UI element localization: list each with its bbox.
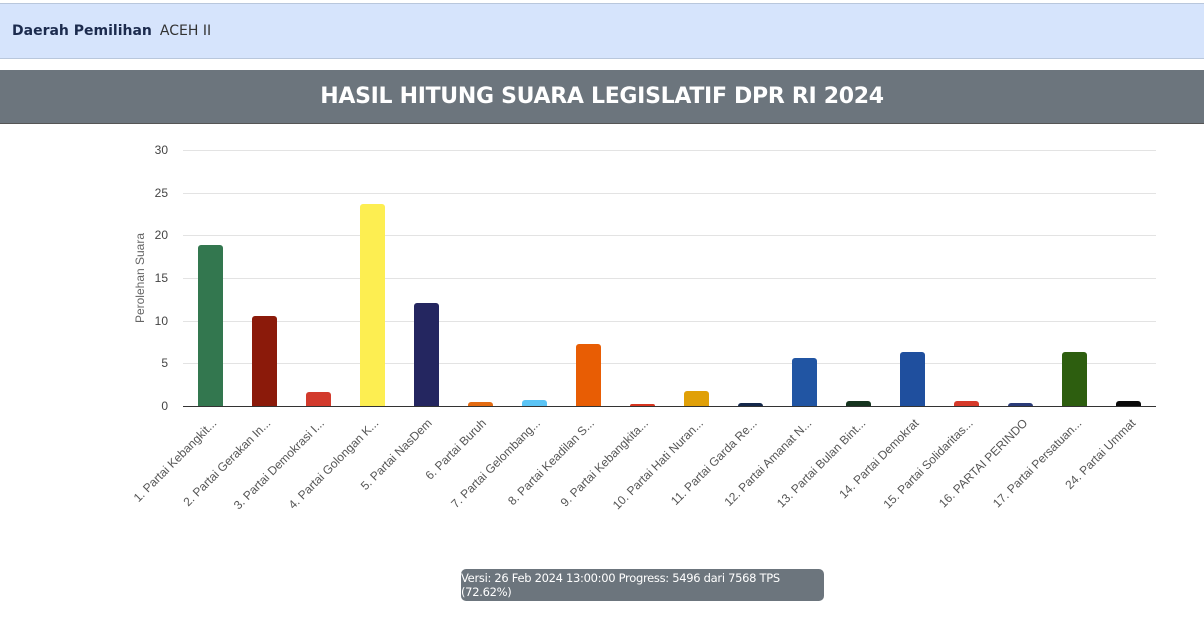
gridline: [183, 320, 1156, 322]
bar[interactable]: [629, 403, 655, 406]
bar[interactable]: [467, 401, 493, 406]
gridline: [183, 192, 1156, 194]
bar[interactable]: [521, 400, 547, 406]
y-tick-label: 15: [154, 271, 168, 285]
x-tick-label: 17. Partai Persatuan...: [989, 416, 1085, 511]
bar[interactable]: [359, 203, 385, 406]
bar[interactable]: [413, 302, 439, 406]
bar[interactable]: [954, 400, 980, 406]
electoral-district-bar: Daerah Pemilihan ACEH II: [0, 3, 1204, 59]
y-tick-label: 20: [154, 228, 168, 243]
bar[interactable]: [900, 352, 926, 406]
x-tick-label: 3. Partai Demokrasi I...: [230, 416, 328, 513]
gridline: [183, 235, 1156, 237]
bar[interactable]: [305, 392, 331, 406]
bar[interactable]: [1062, 352, 1088, 406]
y-tick-label: 0: [161, 399, 168, 413]
bar[interactable]: [846, 400, 872, 406]
bar[interactable]: [738, 403, 764, 406]
bar[interactable]: [197, 244, 223, 406]
y-tick-label: 10: [154, 313, 168, 328]
x-tick-label: 7. Partai Gelombang...: [448, 416, 544, 511]
y-tick-label: 25: [154, 185, 168, 200]
gridline: [183, 278, 1156, 279]
x-axis-line: [183, 406, 1156, 407]
bar[interactable]: [251, 315, 277, 406]
chart-title: HASIL HITUNG SUARA LEGISLATIF DPR RI 202…: [0, 70, 1204, 124]
bar[interactable]: [1008, 403, 1034, 406]
gridline: [183, 150, 1156, 151]
district-value: ACEH II: [159, 23, 212, 39]
y-tick-label: 30: [154, 143, 168, 157]
gridline: [183, 363, 1156, 365]
district-label: Daerah Pemilihan: [12, 23, 152, 39]
bar[interactable]: [575, 343, 601, 406]
progress-status: Versi: 26 Feb 2024 13:00:00 Progress: 54…: [461, 569, 824, 601]
bar[interactable]: [792, 358, 818, 406]
x-tick-label: 15. Partai Solidaritas...: [880, 416, 976, 512]
x-tick-label: 10. Partai Hati Nuran...: [609, 416, 706, 513]
x-tick-label: 13. Partai Bulan Bint...: [773, 416, 869, 511]
bar[interactable]: [1116, 400, 1142, 406]
x-tick-label: 4. Partai Golongan K...: [285, 416, 382, 512]
bar[interactable]: [684, 391, 710, 406]
y-tick-label: 5: [161, 356, 168, 371]
